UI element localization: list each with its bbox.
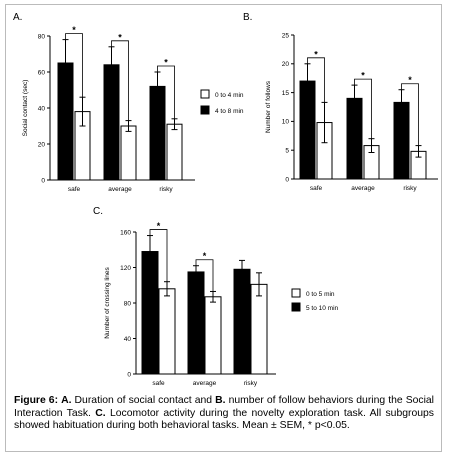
bar [299, 80, 316, 180]
category-label: average [108, 186, 132, 193]
chart-panel-c: C. 0 40 80 120 160 Number of crossing lines saf… [93, 206, 339, 387]
bar [120, 125, 137, 181]
y-tick-label: 15 [282, 90, 290, 97]
bar [250, 283, 268, 375]
legend-swatch [200, 105, 210, 115]
bar [393, 101, 410, 180]
y-tick-label: 0 [285, 176, 289, 183]
bar [346, 97, 363, 180]
significance-bracket [111, 40, 129, 121]
legend-label: 5 to 10 min [306, 305, 339, 312]
y-axis-title: Number of follows [265, 80, 272, 133]
y-axis-title: Number of crossing lines [104, 266, 111, 338]
category-label: average [193, 380, 217, 387]
bar [141, 251, 159, 375]
figure-frame [5, 4, 442, 452]
significance-bracket [65, 33, 83, 98]
legend-swatch [291, 288, 301, 298]
panel-letter: A. [13, 12, 22, 23]
legend-label: 4 to 8 min [215, 108, 244, 115]
chart-panel-a: A. 0 20 40 60 80 Social contact (sec) safe * aver… [13, 12, 244, 193]
significance-bracket [157, 65, 175, 119]
category-label: safe [68, 186, 81, 193]
significance-star: * [164, 58, 168, 68]
y-tick-label: 20 [282, 61, 290, 68]
chart-panel-b: B. 0 5 10 15 20 25 Number of follows safe * averag… [243, 12, 438, 192]
figure-caption: Figure 6: A. Duration of social contact … [14, 395, 434, 432]
y-tick-label: 40 [38, 105, 46, 112]
y-tick-label: 5 [285, 148, 289, 155]
legend-label: 0 to 4 min [215, 92, 244, 99]
y-tick-label: 25 [282, 32, 290, 39]
y-axis-title: Social contact (sec) [22, 80, 29, 137]
category-label: safe [152, 380, 165, 387]
category-label: safe [310, 185, 323, 192]
y-tick-label: 10 [282, 119, 290, 126]
y-tick-label: 160 [120, 229, 131, 236]
significance-bracket [195, 259, 214, 292]
bar [103, 64, 120, 181]
bar [166, 123, 183, 181]
y-tick-label: 20 [38, 141, 46, 148]
panel-letter: B. [243, 12, 252, 23]
significance-star: * [314, 49, 318, 59]
bar [57, 62, 74, 181]
significance-star: * [203, 251, 207, 261]
bar [204, 296, 222, 375]
y-tick-label: 60 [38, 69, 46, 76]
category-label: risky [159, 186, 173, 193]
y-tick-label: 80 [124, 300, 132, 307]
significance-star: * [72, 25, 76, 35]
legend-swatch [200, 89, 210, 99]
bar [233, 268, 251, 375]
legend: 0 to 5 min 5 to 10 min [291, 288, 339, 312]
y-tick-label: 0 [41, 177, 45, 184]
y-tick-label: 40 [124, 336, 132, 343]
legend-label: 0 to 5 min [306, 291, 335, 298]
category-label: risky [244, 380, 258, 387]
significance-star: * [157, 221, 161, 231]
category-label: risky [403, 185, 417, 192]
legend-swatch [291, 302, 301, 312]
y-tick-label: 0 [127, 371, 131, 378]
bar [158, 288, 176, 375]
significance-bracket [354, 78, 372, 139]
significance-star: * [361, 71, 365, 81]
legend: 0 to 4 min 4 to 8 min [200, 89, 244, 115]
significance-bracket [149, 229, 168, 282]
y-tick-label: 120 [120, 265, 131, 272]
panel-letter: C. [93, 206, 103, 217]
bar [149, 85, 166, 181]
bar [187, 271, 205, 375]
significance-bracket [307, 57, 325, 103]
significance-star: * [118, 32, 122, 42]
significance-bracket [401, 83, 419, 146]
y-tick-label: 80 [38, 33, 46, 40]
significance-star: * [408, 75, 412, 85]
category-label: average [351, 185, 375, 192]
